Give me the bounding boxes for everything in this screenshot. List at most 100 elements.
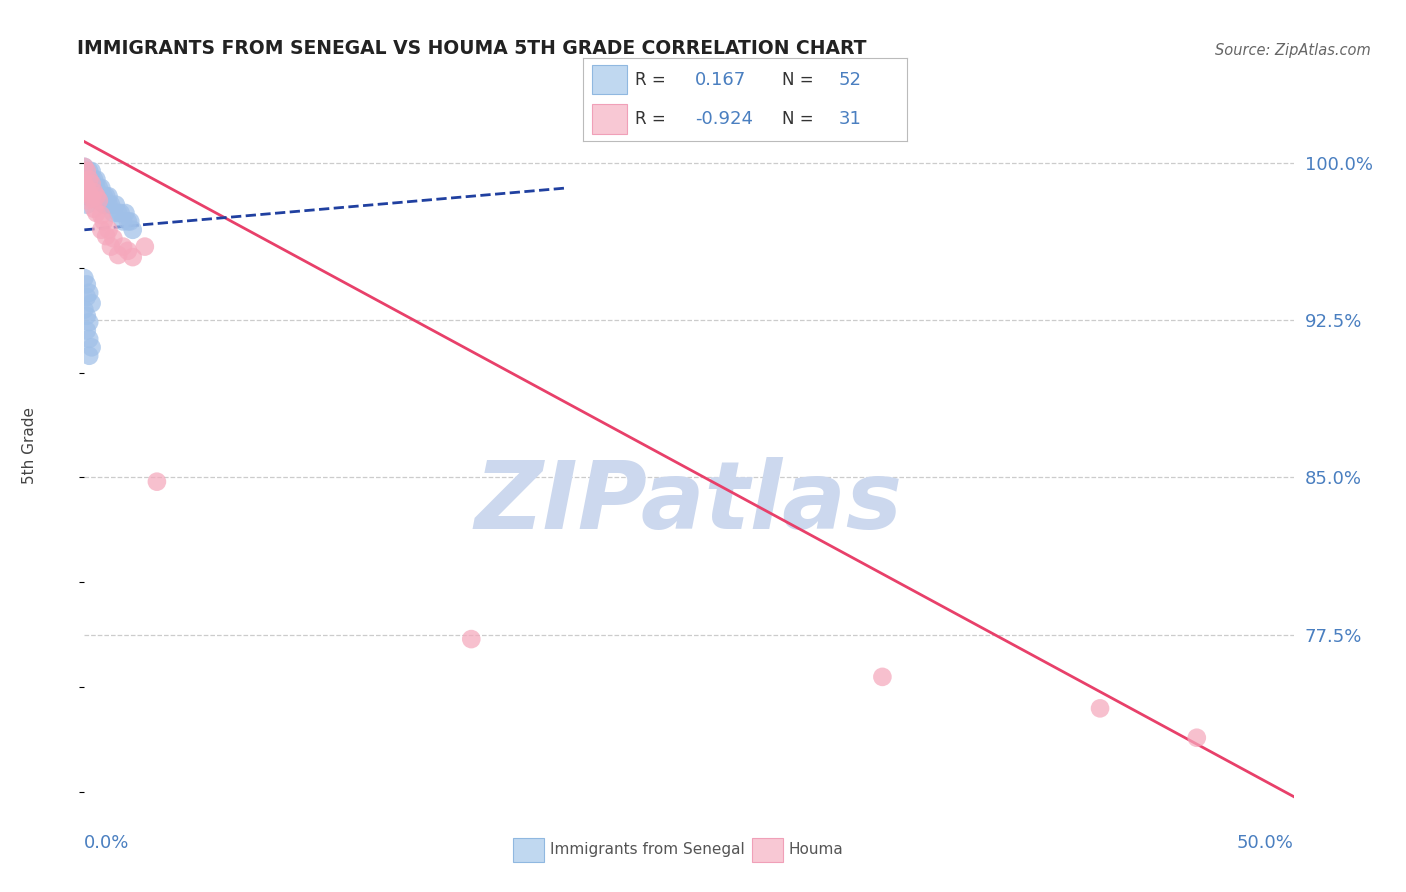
- Point: [93, 197, 115, 211]
- Point: [80, 181, 103, 195]
- Point: [1185, 731, 1208, 745]
- Point: [90, 181, 112, 195]
- Point: [107, 206, 129, 220]
- Point: [100, 197, 122, 211]
- Point: [134, 239, 156, 253]
- Bar: [592, 64, 627, 95]
- Point: [76, 290, 98, 304]
- Point: [80, 191, 103, 205]
- Point: [76, 164, 98, 178]
- Point: [83, 181, 105, 195]
- Point: [77, 332, 100, 346]
- Point: [94, 229, 117, 244]
- Text: IMMIGRANTS FROM SENEGAL VS HOUMA 5TH GRADE CORRELATION CHART: IMMIGRANTS FROM SENEGAL VS HOUMA 5TH GRA…: [77, 39, 868, 58]
- Point: [86, 206, 108, 220]
- Text: 52: 52: [839, 70, 862, 88]
- Point: [77, 187, 100, 202]
- Text: Immigrants from Senegal: Immigrants from Senegal: [550, 842, 745, 856]
- Point: [94, 189, 117, 203]
- Point: [76, 181, 98, 195]
- Point: [77, 181, 100, 195]
- Point: [73, 271, 96, 285]
- Point: [77, 164, 100, 178]
- Point: [73, 160, 96, 174]
- Point: [83, 189, 105, 203]
- Point: [872, 670, 894, 684]
- Point: [86, 189, 108, 203]
- Point: [114, 206, 136, 220]
- Point: [77, 315, 100, 329]
- Point: [76, 194, 98, 208]
- Point: [76, 181, 98, 195]
- Text: 0.167: 0.167: [695, 70, 747, 88]
- Point: [86, 189, 108, 203]
- Point: [121, 223, 143, 237]
- Text: R =: R =: [636, 70, 666, 88]
- Point: [117, 214, 139, 228]
- Point: [73, 160, 96, 174]
- Point: [120, 214, 142, 228]
- Point: [117, 244, 139, 258]
- Point: [83, 202, 105, 216]
- Point: [76, 189, 98, 203]
- Text: 0.0%: 0.0%: [84, 834, 129, 852]
- Point: [76, 309, 98, 323]
- Text: 31: 31: [839, 111, 862, 128]
- Point: [76, 172, 98, 186]
- Point: [112, 239, 135, 253]
- Point: [77, 172, 100, 186]
- Point: [73, 302, 96, 317]
- Point: [80, 177, 103, 191]
- Point: [110, 206, 132, 220]
- Point: [77, 349, 100, 363]
- Point: [77, 189, 100, 203]
- Point: [460, 632, 482, 646]
- Point: [80, 164, 103, 178]
- Text: N =: N =: [782, 70, 814, 88]
- Point: [100, 239, 122, 253]
- Point: [90, 223, 112, 237]
- Point: [90, 189, 112, 203]
- Text: ZIPatlas: ZIPatlas: [475, 457, 903, 549]
- Point: [83, 172, 105, 186]
- Point: [76, 197, 98, 211]
- Text: R =: R =: [636, 111, 666, 128]
- Text: 50.0%: 50.0%: [1237, 834, 1294, 852]
- Text: -0.924: -0.924: [695, 111, 754, 128]
- Point: [103, 206, 125, 220]
- Text: Houma: Houma: [789, 842, 844, 856]
- Point: [80, 296, 103, 310]
- Point: [73, 177, 96, 191]
- Point: [80, 189, 103, 203]
- Point: [93, 189, 115, 203]
- Text: Source: ZipAtlas.com: Source: ZipAtlas.com: [1215, 43, 1371, 58]
- Point: [76, 277, 98, 292]
- Point: [87, 194, 110, 208]
- Point: [76, 164, 98, 178]
- Point: [97, 223, 120, 237]
- Point: [86, 172, 108, 186]
- Point: [97, 197, 120, 211]
- Point: [93, 214, 115, 228]
- Point: [103, 231, 125, 245]
- Point: [80, 340, 103, 354]
- Point: [77, 285, 100, 300]
- Text: 5th Grade: 5th Grade: [22, 408, 38, 484]
- Point: [80, 172, 103, 186]
- Point: [104, 197, 127, 211]
- Point: [76, 324, 98, 338]
- Point: [87, 181, 110, 195]
- Point: [87, 189, 110, 203]
- Point: [94, 197, 117, 211]
- Point: [107, 248, 129, 262]
- Point: [97, 189, 120, 203]
- Point: [1088, 701, 1111, 715]
- Point: [90, 208, 112, 222]
- Point: [77, 172, 100, 186]
- Point: [146, 475, 169, 489]
- Bar: [592, 104, 627, 135]
- Point: [112, 214, 135, 228]
- Point: [86, 181, 108, 195]
- Point: [83, 185, 105, 199]
- Text: N =: N =: [782, 111, 814, 128]
